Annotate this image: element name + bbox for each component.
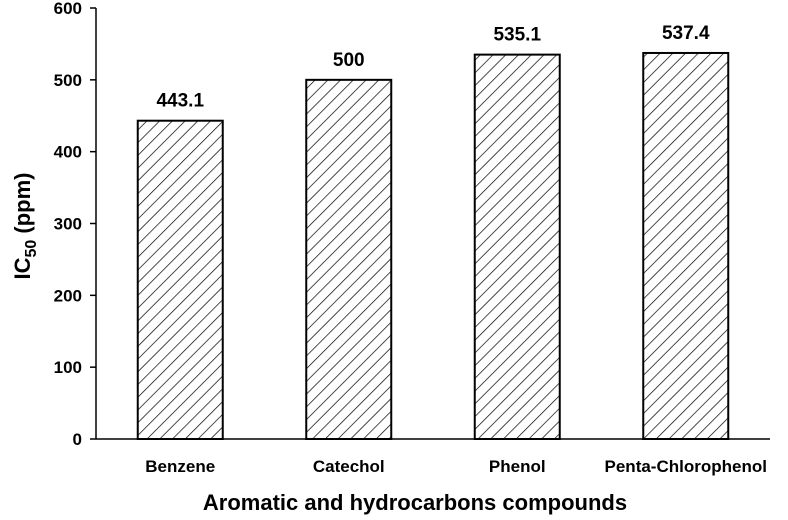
category-label: Penta-Chlorophenol xyxy=(605,457,767,476)
bar-penta-chlorophenol xyxy=(642,51,730,440)
y-tick-label: 300 xyxy=(54,215,82,234)
data-label: 537.4 xyxy=(662,23,710,44)
y-axis-title: IC50 (ppm) xyxy=(10,173,40,280)
y-tick-label: 600 xyxy=(54,0,82,18)
bar-benzene xyxy=(136,119,224,440)
x-axis-category-labels: Benzene Catechol Phenol Penta-Chlorophenol xyxy=(145,457,767,476)
y-axis-title-subscript: 50 xyxy=(23,240,40,258)
category-label: Catechol xyxy=(313,457,385,476)
y-tick-label: 200 xyxy=(54,286,82,305)
y-axis-title-suffix: (ppm) xyxy=(10,173,35,240)
y-tick-label: 100 xyxy=(54,358,82,377)
data-label: 443.1 xyxy=(156,91,204,112)
data-label: 535.1 xyxy=(493,25,541,46)
y-tick-label: 500 xyxy=(54,71,82,90)
x-axis-title: Aromatic and hydrocarbons compounds xyxy=(203,490,627,515)
bar-catechol xyxy=(305,78,393,440)
data-label: 500 xyxy=(333,50,365,71)
y-axis-title-prefix: IC xyxy=(10,257,35,279)
bar-series xyxy=(136,51,730,440)
category-label: Benzene xyxy=(145,457,215,476)
y-axis-ticks: 0 100 200 300 400 500 600 xyxy=(54,0,96,449)
y-tick-label: 0 xyxy=(73,430,82,449)
bar-phenol xyxy=(473,53,561,440)
data-labels: 443.1 500 535.1 537.4 xyxy=(156,23,709,112)
y-tick-label: 400 xyxy=(54,143,82,162)
category-label: Phenol xyxy=(489,457,546,476)
